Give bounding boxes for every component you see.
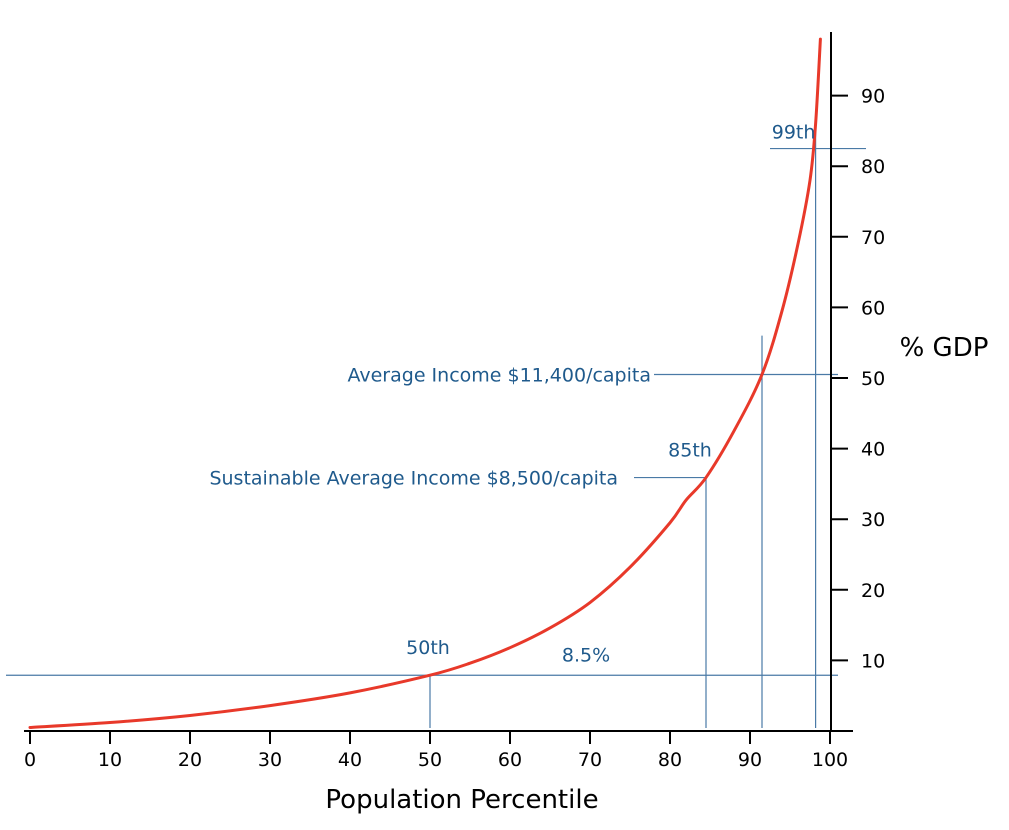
y-tick-label-80: 80 [861, 156, 885, 178]
y-tick-label-10: 10 [861, 650, 885, 672]
curve-layer [28, 37, 822, 729]
y-tick-label-60: 60 [861, 297, 885, 319]
x-tick-label-10: 10 [98, 749, 122, 771]
x-tick-label-20: 20 [178, 749, 202, 771]
x-tick-label-50: 50 [418, 749, 442, 771]
y-tick-label-40: 40 [861, 439, 885, 461]
x-tick-label-90: 90 [738, 749, 762, 771]
x-tick-label-60: 60 [498, 749, 522, 771]
y-tick-label-30: 30 [861, 509, 885, 531]
x-tick-label-30: 30 [258, 749, 282, 771]
annotation-label-1: Sustainable Average Income $8,500/capita [209, 468, 618, 490]
percentile-label-3: 99th [772, 122, 816, 144]
x-axis-title: Population Percentile [325, 785, 598, 815]
y-tick-label-20: 20 [861, 580, 885, 602]
annotation-label-2: Average Income $11,400/capita [347, 364, 651, 386]
x-tick-label-0: 0 [24, 749, 36, 771]
axes [24, 32, 853, 744]
y-tick-label-50: 50 [861, 368, 885, 390]
x-tick-label-80: 80 [658, 749, 682, 771]
y-tick-label-90: 90 [861, 86, 885, 108]
x-tick-label-40: 40 [338, 749, 362, 771]
y-tick-label-70: 70 [861, 227, 885, 249]
percentile-label-1: 85th [668, 440, 712, 462]
share-note-label: 8.5% [562, 644, 610, 666]
x-tick-label-70: 70 [578, 749, 602, 771]
y-axis-title: % GDP [900, 333, 989, 363]
labels: 0 10 20 30 40 50 60 70 80 90 100 10 20 30 40 50 60 70 80 90… [24, 86, 989, 815]
x-tick-label-100: 100 [812, 749, 848, 771]
percentile-label-0: 50th [406, 637, 450, 659]
guide-lines [6, 109, 866, 728]
income-curve-line [28, 37, 822, 729]
